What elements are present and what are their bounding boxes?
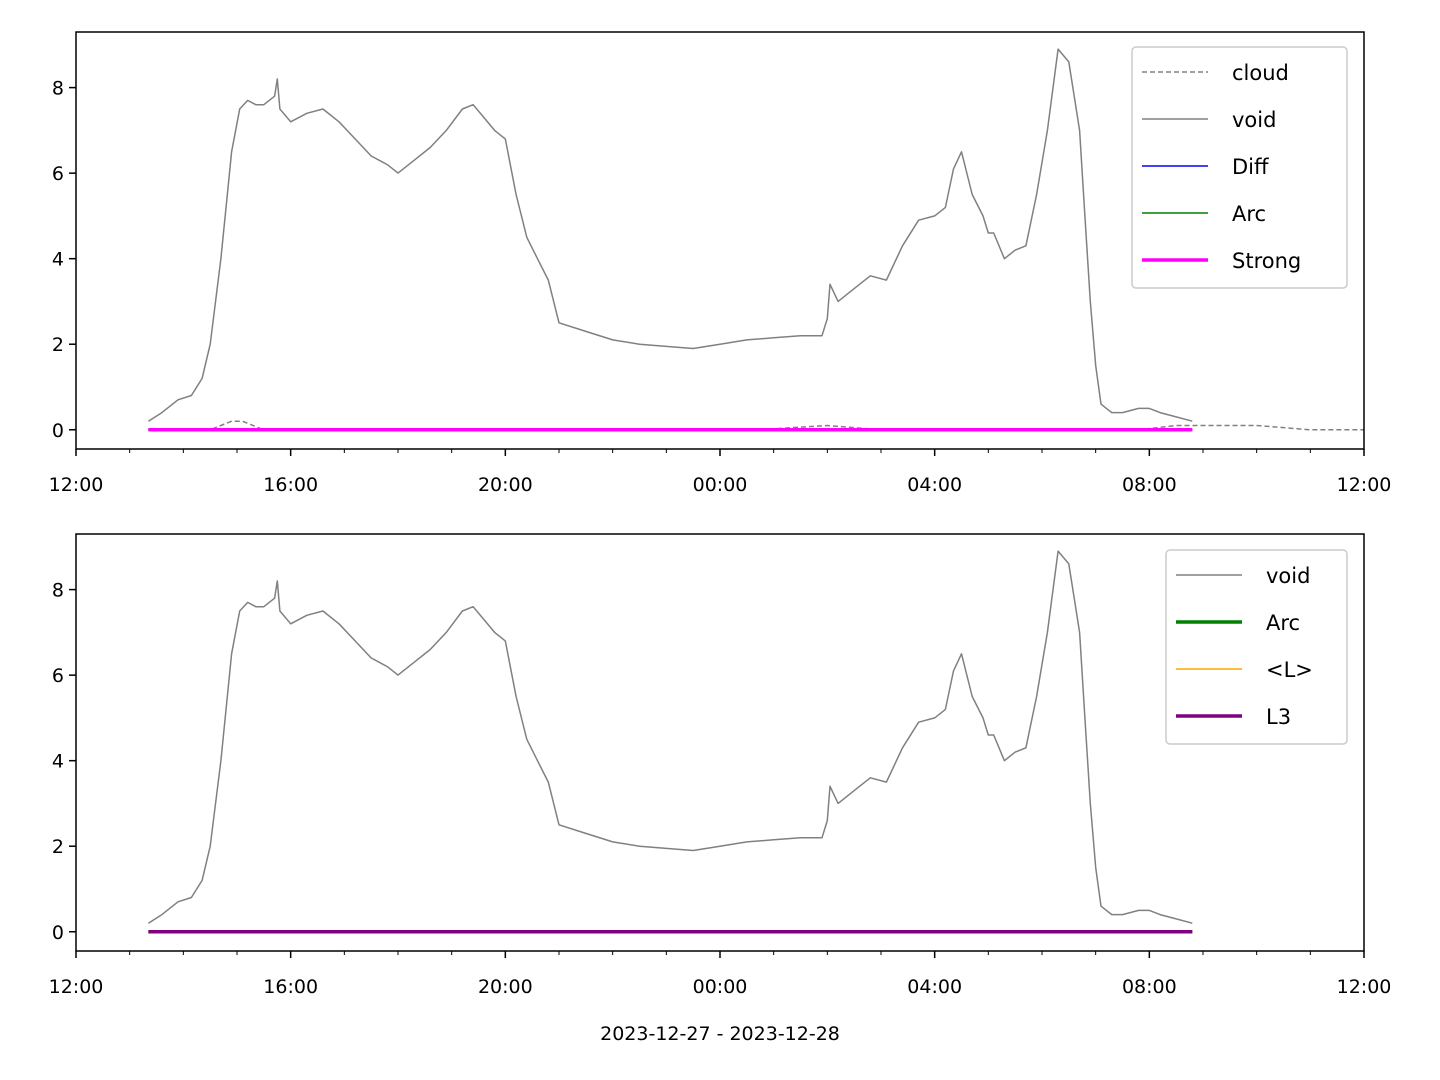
chart-panel-1: 0 2 4 6 8 12:00 16:00 20:00 00:00 04:00 08:00 12:00… (49, 31, 1392, 496)
legend-label: void (1232, 108, 1276, 132)
y-tick-label: 8 (52, 78, 64, 100)
legend-label: <L> (1266, 658, 1313, 682)
legend-label: Diff (1232, 155, 1269, 179)
x-tick-label: 16:00 (263, 474, 318, 496)
chart-panel-2: 0 2 4 6 8 12:00 16:00 20:00 00:00 04:00 08:00 12:00… (49, 533, 1392, 998)
legend: void Arc <L> L3 (1165, 549, 1348, 745)
x-tick-label: 12:00 (1337, 976, 1392, 998)
x-tick-label: 04:00 (907, 976, 962, 998)
y-tick-label: 6 (52, 163, 64, 185)
y-tick-label: 2 (52, 836, 64, 858)
x-tick-label: 12:00 (49, 976, 104, 998)
y-tick-label: 0 (52, 922, 64, 944)
legend-label: Strong (1232, 249, 1301, 273)
legend-label: void (1266, 564, 1310, 588)
x-tick-label: 12:00 (49, 474, 104, 496)
x-tick-label: 08:00 (1122, 976, 1177, 998)
x-tick-label: 16:00 (263, 976, 318, 998)
y-tick-label: 8 (52, 580, 64, 602)
legend-box (1131, 46, 1348, 289)
x-tick-label: 08:00 (1122, 474, 1177, 496)
y-tick-label: 6 (52, 665, 64, 687)
x-tick-label: 00:00 (693, 474, 748, 496)
x-tick-label: 20:00 (478, 474, 533, 496)
x-tick-label: 20:00 (478, 976, 533, 998)
x-axis-label: 2023-12-27 - 2023-12-28 (600, 1023, 840, 1045)
legend: cloud void Diff Arc Strong (1131, 46, 1348, 289)
y-tick-label: 0 (52, 420, 64, 442)
series-line-1-2 (147, 48, 1193, 422)
legend-label: L3 (1266, 705, 1291, 729)
y-tick-label: 4 (52, 751, 64, 773)
legend-label: cloud (1232, 61, 1289, 85)
legend-box (1165, 549, 1348, 745)
legend-label: Arc (1232, 202, 1266, 226)
legend-label: Arc (1266, 611, 1300, 635)
x-tick-label: 00:00 (693, 976, 748, 998)
x-tick-label: 04:00 (907, 474, 962, 496)
x-tick-label: 12:00 (1337, 474, 1392, 496)
series-line-2-1 (147, 550, 1193, 924)
y-tick-label: 2 (52, 334, 64, 356)
y-tick-label: 4 (52, 249, 64, 271)
